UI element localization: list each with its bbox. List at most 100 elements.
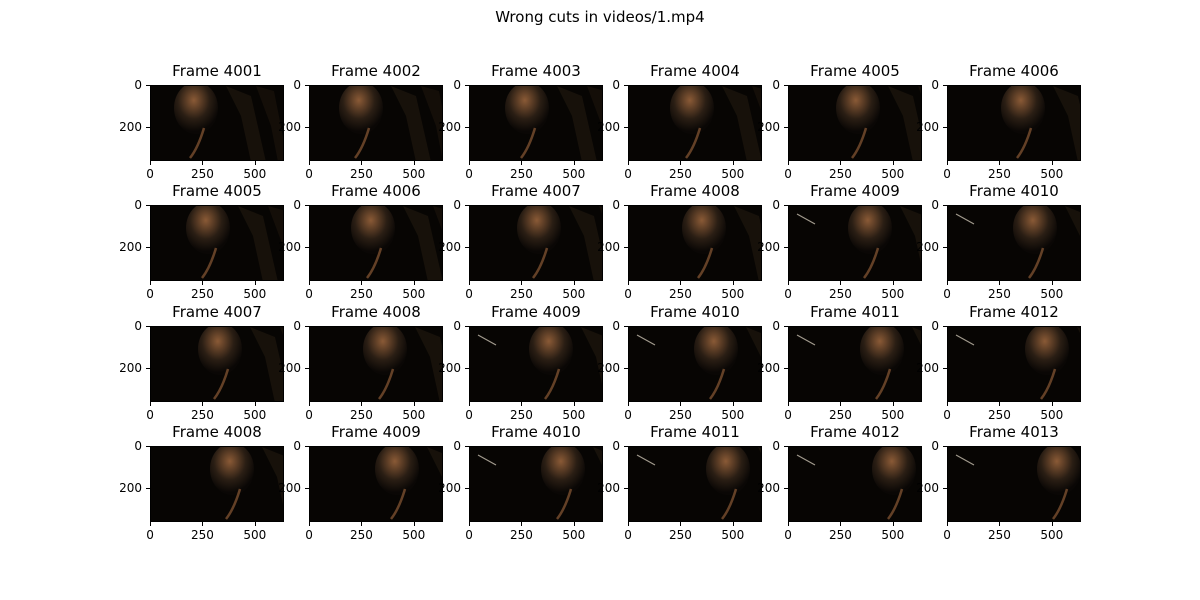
y-tick: [624, 326, 628, 328]
x-tick-label: 500: [243, 408, 267, 422]
y-tick: [146, 446, 150, 448]
video-frame-image: [150, 205, 284, 281]
x-tick-label: 250: [349, 287, 373, 301]
frame-title: Frame 4009: [491, 303, 581, 321]
x-tick-label: 250: [349, 167, 373, 181]
y-tick: [465, 85, 469, 87]
y-tick-label: 0: [772, 319, 780, 334]
frame-title: Frame 4001: [172, 62, 262, 80]
y-tick-label: 0: [612, 78, 620, 93]
y-tick: [784, 446, 788, 448]
y-tick-label: 0: [293, 78, 301, 93]
frame-title: Frame 4011: [650, 423, 740, 441]
y-tick: [305, 247, 309, 249]
x-tick: [469, 522, 471, 526]
x-tick: [680, 402, 682, 406]
x-tick: [361, 281, 363, 285]
x-tick: [732, 281, 734, 285]
frame-title: Frame 4006: [331, 182, 421, 200]
y-tick-label: 200: [597, 361, 620, 376]
y-tick-label: 0: [134, 198, 142, 213]
x-tick-label: 500: [881, 528, 905, 542]
x-tick-label: 0: [943, 167, 951, 181]
x-tick-label: 0: [146, 408, 154, 422]
x-tick: [892, 402, 894, 406]
x-tick-label: 0: [465, 167, 473, 181]
y-tick-label: 200: [119, 240, 142, 255]
x-tick: [521, 281, 523, 285]
x-tick: [628, 522, 630, 526]
x-tick: [254, 281, 256, 285]
y-tick-label: 200: [278, 481, 301, 496]
x-tick-label: 500: [881, 287, 905, 301]
frame-panel: Frame 4007 0 250 500 0 200: [438, 182, 603, 301]
x-tick: [628, 402, 630, 406]
x-tick-label: 500: [243, 287, 267, 301]
x-tick: [202, 161, 204, 165]
frame-panel: Frame 4010 0 250 500 0 200: [438, 423, 603, 542]
x-tick-label: 0: [943, 408, 951, 422]
frame-panel: Frame 4006 0 250 500 0 200: [278, 182, 443, 301]
x-tick: [840, 522, 842, 526]
y-tick-label: 0: [931, 319, 939, 334]
frame-title: Frame 4009: [331, 423, 421, 441]
x-tick-label: 0: [784, 167, 792, 181]
x-tick-label: 0: [305, 408, 313, 422]
y-tick: [146, 326, 150, 328]
x-tick: [840, 161, 842, 165]
y-tick-label: 0: [612, 198, 620, 213]
y-tick: [465, 326, 469, 328]
x-tick: [1051, 161, 1053, 165]
frame-panel: Frame 4005 0 250 500 0 200: [119, 182, 284, 301]
y-tick-label: 0: [772, 198, 780, 213]
y-tick: [465, 488, 469, 490]
frame-title: Frame 4012: [810, 423, 900, 441]
x-tick-label: 250: [349, 408, 373, 422]
x-tick: [628, 281, 630, 285]
y-tick: [146, 247, 150, 249]
x-tick: [680, 161, 682, 165]
x-tick-label: 250: [190, 167, 214, 181]
video-frame-image: [628, 446, 762, 522]
y-tick: [305, 127, 309, 129]
frame-panel: Frame 4002 0 250 500 0 200: [278, 62, 443, 181]
frame-title: Frame 4006: [969, 62, 1059, 80]
x-tick-label: 500: [881, 167, 905, 181]
y-tick-label: 200: [597, 240, 620, 255]
x-tick: [947, 161, 949, 165]
figure-title: Wrong cuts in videos/1.mp4: [495, 8, 705, 26]
y-tick-label: 0: [453, 319, 461, 334]
video-frame-image: [788, 326, 922, 402]
frame-panel: Frame 4011 0 250 500 0 200: [597, 423, 762, 542]
x-tick-label: 0: [943, 528, 951, 542]
x-tick: [254, 522, 256, 526]
frame-panel: Frame 4006 0 250 500 0 200: [916, 62, 1081, 181]
x-tick-label: 0: [305, 528, 313, 542]
y-tick: [305, 326, 309, 328]
y-tick: [943, 127, 947, 129]
y-tick-label: 0: [293, 439, 301, 454]
x-tick-label: 0: [305, 287, 313, 301]
x-tick: [840, 281, 842, 285]
x-tick-label: 250: [509, 408, 533, 422]
y-tick-label: 0: [772, 439, 780, 454]
x-tick-label: 0: [784, 287, 792, 301]
y-tick: [465, 127, 469, 129]
x-tick-label: 250: [190, 528, 214, 542]
x-tick: [999, 281, 1001, 285]
x-tick-label: 0: [146, 528, 154, 542]
frame-panel: Frame 4009 0 250 500 0 200: [278, 423, 443, 542]
y-tick-label: 200: [916, 240, 939, 255]
frame-panel: Frame 4013 0 250 500 0 200: [916, 423, 1081, 542]
y-tick-label: 0: [293, 198, 301, 213]
x-tick: [732, 161, 734, 165]
x-tick: [947, 522, 949, 526]
video-frame-image: [309, 326, 443, 402]
x-tick: [150, 281, 152, 285]
frame-panel: Frame 4008 0 250 500 0 200: [119, 423, 284, 542]
y-tick-label: 200: [597, 481, 620, 496]
x-tick: [150, 161, 152, 165]
y-tick: [943, 247, 947, 249]
x-tick: [840, 402, 842, 406]
y-tick: [624, 205, 628, 207]
